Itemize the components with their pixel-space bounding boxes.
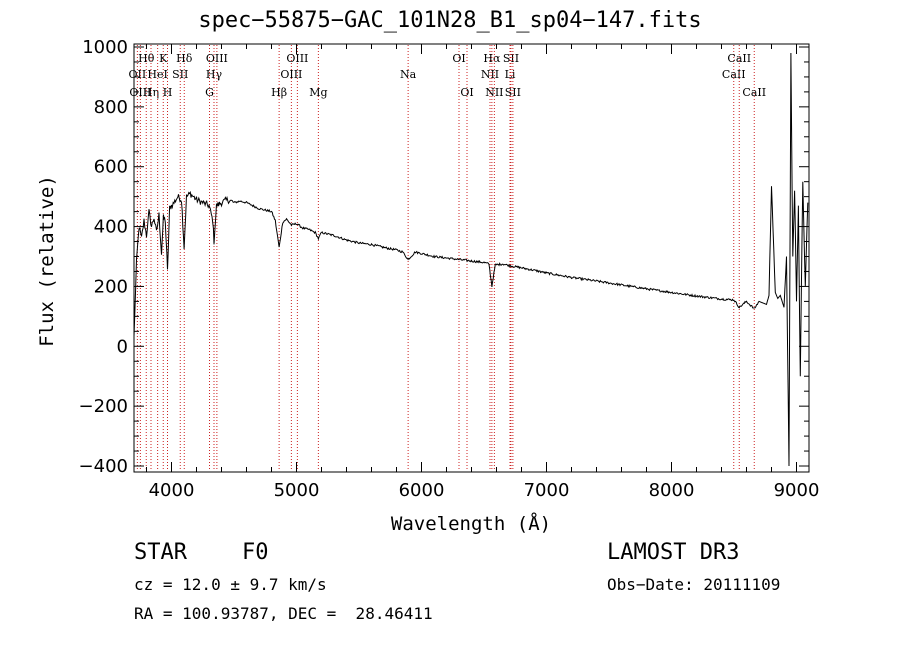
line-marker-label: Hα	[483, 52, 501, 65]
line-marker-label: Hγ	[206, 68, 223, 81]
line-marker-label: Na	[400, 68, 417, 81]
y-tick-label: 1000	[82, 37, 128, 58]
line-marker-label: OI	[460, 86, 473, 99]
line-marker-label: CaII	[742, 86, 766, 99]
line-marker-label: SII	[505, 86, 521, 99]
obs-date: Obs−Date: 20111109	[607, 575, 781, 594]
line-marker-label: Li	[505, 68, 516, 81]
y-tick-label: 600	[94, 157, 128, 178]
line-marker-label: NII	[481, 68, 499, 81]
line-marker-label: G	[205, 86, 214, 99]
axis-labels: Wavelength (Å) Flux (relative)	[36, 175, 551, 535]
line-marker-label: NII	[485, 86, 503, 99]
line-marker-label: Hβ	[271, 86, 287, 99]
y-tick-label: 800	[94, 97, 128, 118]
plot-frame	[133, 43, 810, 473]
line-marker-label: OI	[452, 52, 465, 65]
line-marker-label: OII	[129, 68, 147, 81]
x-tick-label: 7000	[524, 480, 570, 501]
line-marker-label: OIII	[206, 52, 228, 65]
line-marker-label: Hδ	[176, 52, 193, 65]
line-markers: OII OIII Hθ Hη HeI K H SII Hδ G Hγ OIII Hβ OIII OIII Mg…	[129, 45, 766, 471]
redshift-readout: cz = 12.0 ± 9.7 km/s	[134, 575, 327, 594]
line-marker-label: H	[163, 86, 173, 99]
x-tick-label: 4000	[149, 480, 195, 501]
y-tick-label: 400	[94, 217, 128, 238]
line-marker-label: OIII	[286, 52, 308, 65]
x-tick-label: 6000	[399, 480, 445, 501]
chart-title: spec−55875−GAC_101N28_B1_sp04−147.fits	[198, 8, 702, 33]
flux-series-line	[133, 52, 809, 467]
data-layer	[133, 52, 809, 467]
y-tick-label: 200	[94, 276, 128, 297]
line-marker-label: CaII	[727, 52, 751, 65]
line-marker-label: CaII	[722, 68, 746, 81]
object-class: STAR	[134, 540, 187, 565]
line-marker-label: Hη	[143, 86, 159, 99]
coordinates: RA = 100.93787, DEC = 28.46411	[134, 604, 433, 623]
y-tick-label: 0	[117, 336, 128, 357]
y-axis-label: Flux (relative)	[36, 175, 58, 347]
x-axis-label: Wavelength (Å)	[391, 512, 551, 535]
axes: 4000 5000 6000 7000 8000 9000 −400 −200 0 200 400 6…	[79, 37, 820, 501]
line-marker-label: Mg	[309, 86, 327, 99]
subclass: F0	[242, 540, 269, 565]
y-tick-label: −200	[79, 396, 128, 417]
line-marker-label: OIII	[280, 68, 302, 81]
survey-name: LAMOST DR3	[607, 540, 740, 565]
line-marker-label: K	[159, 52, 168, 65]
line-marker-label: OIII	[129, 86, 151, 99]
y-tick-label: −400	[79, 456, 128, 477]
x-tick-label: 5000	[274, 480, 320, 501]
line-marker-label: Hθ	[138, 52, 155, 65]
line-marker-label: HeI	[147, 68, 167, 81]
x-tick-label: 9000	[774, 480, 820, 501]
line-marker-label: SII	[172, 68, 188, 81]
line-marker-label: SII	[503, 52, 519, 65]
x-tick-label: 8000	[649, 480, 695, 501]
